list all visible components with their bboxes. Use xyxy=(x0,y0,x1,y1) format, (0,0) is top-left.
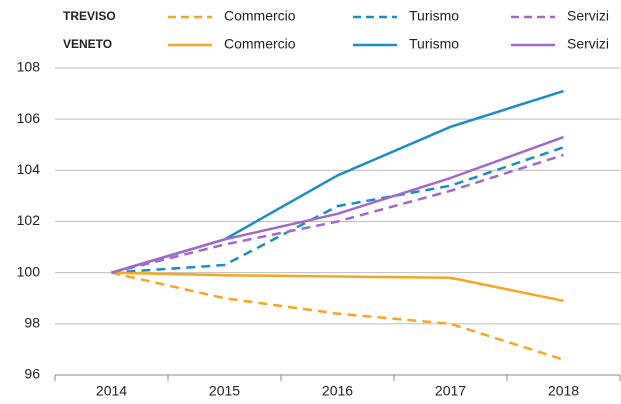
series-line xyxy=(111,271,564,303)
y-tick-label: 96 xyxy=(24,366,40,382)
y-tick-label: 98 xyxy=(24,315,40,331)
legend-label: Commercio xyxy=(224,36,296,52)
legend-label: Turismo xyxy=(409,8,459,24)
series-line xyxy=(111,271,564,361)
y-tick-label: 100 xyxy=(17,263,41,279)
y-tick-label: 106 xyxy=(17,110,41,126)
x-tick-label: 2015 xyxy=(209,383,240,399)
legend-label: Servizi xyxy=(567,8,609,24)
x-tick-label: 2014 xyxy=(96,383,127,399)
x-tick-label: 2018 xyxy=(548,383,579,399)
legend-label: Servizi xyxy=(567,36,609,52)
series-line xyxy=(111,153,564,274)
series-line xyxy=(111,135,564,274)
x-tick-label: 2016 xyxy=(322,383,353,399)
legend-group: TREVISO xyxy=(63,9,116,23)
y-tick-label: 102 xyxy=(17,212,41,228)
legend-group: VENETO xyxy=(63,37,112,51)
legend-label: Commercio xyxy=(224,8,296,24)
x-tick-label: 2017 xyxy=(435,383,466,399)
y-tick-label: 108 xyxy=(17,59,41,75)
series-line xyxy=(111,89,564,274)
series-line xyxy=(111,146,564,274)
y-tick-label: 104 xyxy=(17,161,41,177)
legend-label: Turismo xyxy=(409,36,459,52)
